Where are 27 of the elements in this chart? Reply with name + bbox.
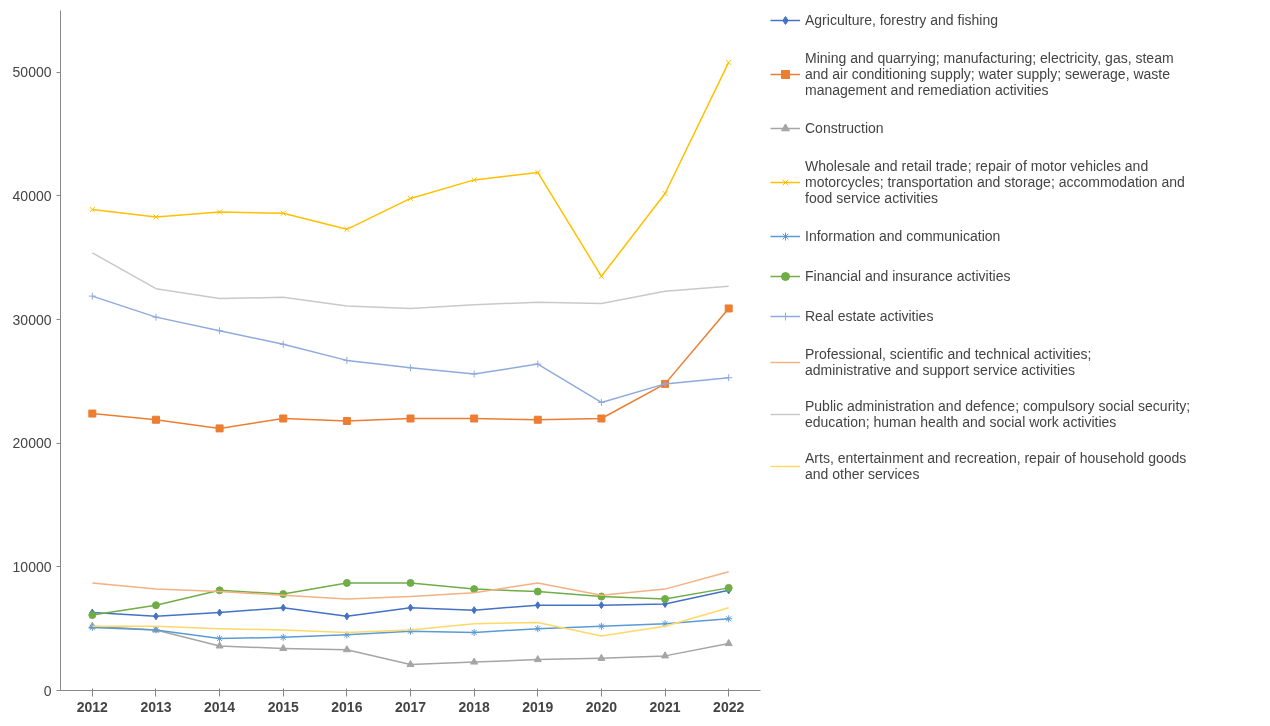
y-tick-label: 50000 — [12, 64, 52, 81]
x-tick-label: 2013 — [140, 698, 172, 715]
legend-label: Wholesale and retail trade; repair of motor vehicles and motorcycles; transportation and storage; accommodation and food service activities — [805, 158, 1185, 206]
legend-label: Agriculture, forestry and fishing — [805, 12, 998, 28]
legend-label: Professional, scientific and technical activities; administrative and support service activities — [805, 346, 1092, 378]
x-tick-label: 2012 — [76, 698, 109, 715]
legend-label: Public administration and defence; compulsory social security; education; human health and social work activities — [805, 398, 1191, 430]
y-tick-label: 0 — [43, 682, 52, 699]
y-tick-label: 40000 — [12, 187, 52, 204]
x-tick-label: 2017 — [394, 698, 427, 715]
legend-label: Financial and insurance activities — [805, 268, 1011, 284]
legend-label: Real estate activities — [805, 308, 934, 324]
x-tick-label: 2018 — [458, 698, 490, 715]
x-tick-label: 2016 — [331, 698, 363, 715]
x-tick-label: 2015 — [267, 698, 300, 715]
x-tick-label: 2019 — [522, 698, 554, 715]
x-tick-label: 2021 — [649, 698, 681, 715]
legend-label: Arts, entertainment and recreation, repair of household goods and other services — [805, 450, 1187, 482]
x-tick-label: 2022 — [713, 698, 745, 715]
y-tick-label: 10000 — [12, 558, 52, 575]
legend-label: Mining and quarrying; manufacturing; electricity, gas, steam and air conditioning supply; water supply; sewerage, waste management and remediation activities — [805, 50, 1174, 98]
x-tick-label: 2014 — [204, 698, 236, 715]
legend-label: Information and communication — [805, 228, 1001, 244]
y-tick-label: 30000 — [12, 311, 52, 328]
x-tick-label: 2020 — [585, 698, 618, 715]
y-tick-label: 20000 — [12, 435, 52, 452]
legend-label: Construction — [805, 120, 884, 136]
